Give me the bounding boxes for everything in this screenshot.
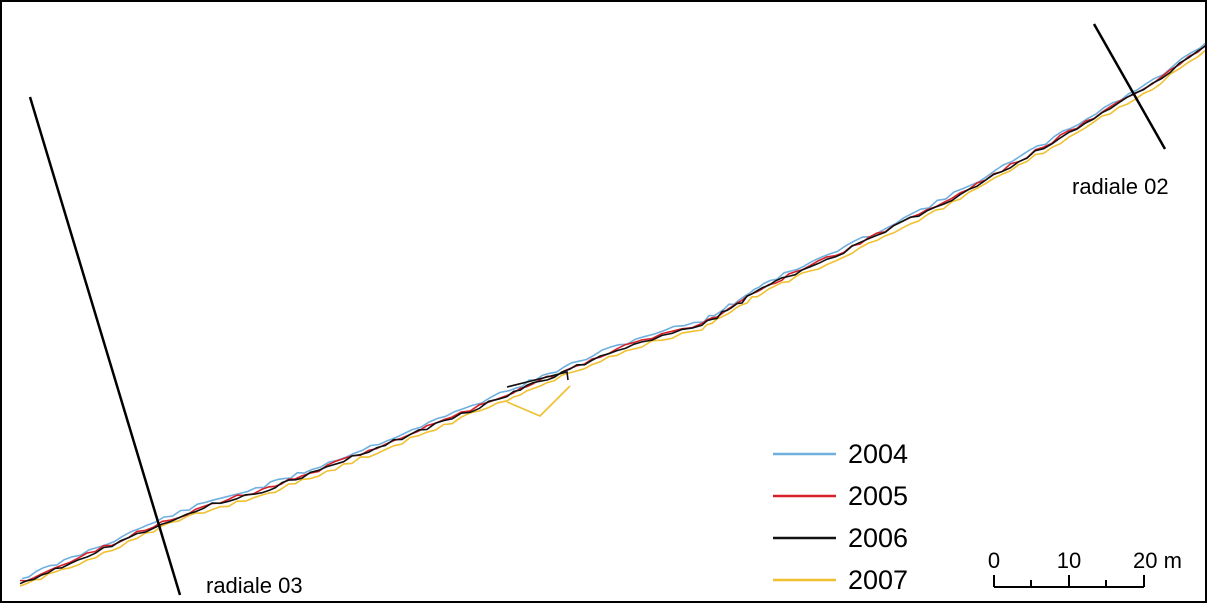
scale-bar-label-0: 0 — [988, 548, 1000, 573]
shoreline-2007-notch — [506, 385, 571, 417]
shoreline-2005 — [19, 44, 1205, 582]
shoreline-2006-step — [506, 371, 569, 388]
shoreline-2006 — [19, 45, 1205, 585]
transect-label-radiale-03: radiale 03 — [206, 573, 303, 598]
legend-label-2005: 2005 — [848, 481, 908, 511]
shoreline-layer — [19, 42, 1205, 587]
legend-label-2004: 2004 — [848, 439, 908, 469]
legend-item-2006: 2006 — [773, 523, 908, 553]
legend-item-2007: 2007 — [773, 565, 908, 595]
scale-bar: 0 10 20 m — [988, 548, 1182, 588]
transect-line-radiale-03 — [28, 96, 182, 596]
legend-item-2004: 2004 — [773, 439, 908, 469]
legend-label-2006: 2006 — [848, 523, 908, 553]
transect-line-radiale-02 — [1092, 23, 1167, 150]
legend: 2004 2005 2006 2007 — [773, 439, 908, 595]
legend-label-2007: 2007 — [848, 565, 908, 595]
shoreline-2004 — [21, 42, 1205, 580]
legend-item-2005: 2005 — [773, 481, 908, 511]
shoreline-2007 — [19, 49, 1205, 587]
scale-bar-label-10: 10 — [1057, 548, 1081, 573]
scale-bar-label-20m: 20 m — [1133, 548, 1182, 573]
transect-label-radiale-02: radiale 02 — [1072, 174, 1169, 199]
